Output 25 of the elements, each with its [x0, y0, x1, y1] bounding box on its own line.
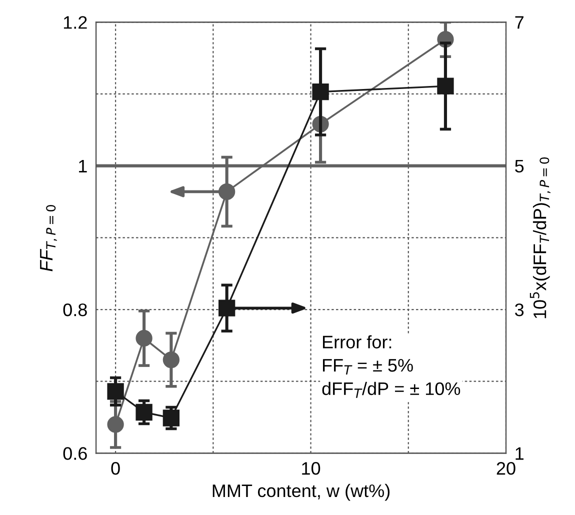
x-tick-label: 20: [496, 462, 516, 475]
y-axis-title: FF$_{T,P=0}$: [40, 205, 57, 272]
point: [107, 383, 124, 400]
point: [107, 416, 124, 433]
y-tick-label: 1.2: [64, 16, 87, 29]
point: [162, 351, 180, 368]
y2-tick-label: 3: [515, 303, 524, 316]
point: [136, 404, 152, 421]
y-tick-label: 0.6: [63, 447, 87, 460]
y2-tick-label: 7: [515, 16, 524, 29]
point: [218, 300, 236, 316]
point: [136, 330, 152, 347]
point: [162, 410, 180, 426]
y2-tick-label: 1: [516, 447, 524, 460]
point: [218, 183, 236, 200]
y2-tick-label: 5: [515, 160, 524, 173]
point: [312, 84, 329, 100]
x-tick-label: 10: [302, 462, 320, 475]
y-tick-label: 0.8: [63, 303, 87, 316]
y-tick-label: 1: [79, 160, 87, 172]
point: [437, 78, 454, 94]
y2-axis-title: 10$^{5}$x(dFF$_{T}$/dP)$_{T,P=0}$: [530, 157, 550, 318]
x-axis-title: MMT content, w (wt%): [212, 484, 390, 501]
annotation: Error for: FF$_{T}$ = ± 5% dFF$_{T}$/dP = ± 10%: [322, 335, 460, 398]
x-tick-label: 0: [111, 462, 120, 475]
